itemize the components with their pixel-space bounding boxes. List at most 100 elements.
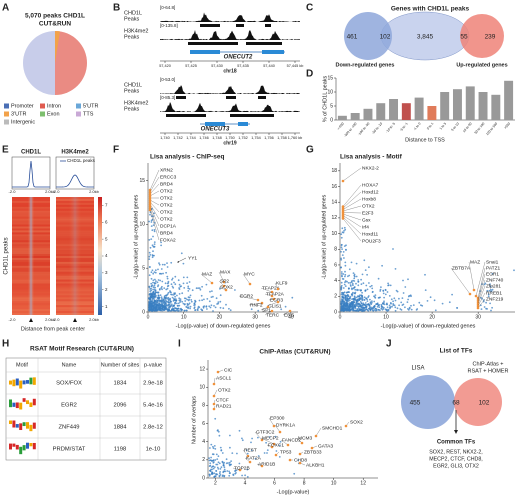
dot <box>343 226 346 229</box>
dot <box>369 285 372 288</box>
dot <box>340 250 342 253</box>
dot <box>219 468 222 470</box>
x-tick-label: 30 <box>475 314 481 320</box>
dot <box>393 297 396 300</box>
venn-count: 55 <box>460 34 468 41</box>
colorbar-tick-label: 2 <box>105 287 108 292</box>
dot <box>185 309 188 312</box>
dot <box>222 464 225 467</box>
peak-block <box>176 96 186 99</box>
highlight-dot <box>256 298 260 302</box>
venn-count: 3,845 <box>417 34 434 41</box>
annotation: SP1 <box>262 307 271 313</box>
dot <box>156 281 159 284</box>
dot <box>401 297 404 299</box>
dot <box>342 294 345 296</box>
annotation: OTX2 <box>160 188 173 194</box>
dot <box>384 293 387 296</box>
dot <box>196 309 199 311</box>
dot <box>181 292 184 295</box>
y-tick-label: 0 <box>334 309 337 315</box>
dot <box>172 305 175 307</box>
annotation: CHD8 <box>294 457 307 463</box>
leader-line <box>149 176 160 193</box>
highlight-dot <box>148 198 152 202</box>
dot <box>151 303 154 305</box>
dot <box>219 474 222 476</box>
dot <box>340 284 343 287</box>
annotation: HOXA7 <box>362 182 379 188</box>
chromosome: chr18 <box>223 68 237 74</box>
leader-line <box>342 218 362 242</box>
dot <box>151 284 154 287</box>
dot <box>154 278 156 281</box>
gene-name: ONECUT3 <box>201 127 230 133</box>
dot <box>182 262 185 265</box>
dot <box>184 300 187 302</box>
leader-line <box>200 273 213 284</box>
dot <box>344 270 346 273</box>
dot <box>402 303 405 306</box>
dot <box>371 290 374 293</box>
dot <box>152 306 155 309</box>
x-tick-label: 10 to 50 <box>462 122 473 134</box>
dot <box>394 306 397 309</box>
dot <box>176 304 179 307</box>
x-tick-label: 50 to 100 <box>474 122 486 135</box>
dot <box>408 307 411 310</box>
bar <box>504 80 514 120</box>
panel-label: E <box>2 145 9 156</box>
dot <box>197 287 200 289</box>
dot <box>174 295 177 298</box>
dot <box>154 271 157 274</box>
dot <box>366 288 369 291</box>
dot <box>251 449 253 452</box>
annotation: TOP2B <box>234 465 250 471</box>
bar <box>376 103 386 120</box>
dot <box>379 309 381 312</box>
leader-line <box>268 417 275 427</box>
annotation: REST <box>244 447 257 453</box>
venn-set <box>460 14 504 58</box>
dot <box>160 304 163 306</box>
dot <box>214 306 217 309</box>
y-tick-label: 10 <box>327 89 333 95</box>
dot <box>216 429 219 432</box>
annotation: ALKBH1 <box>306 462 325 468</box>
y-tick-label: 10 <box>139 222 145 228</box>
dot <box>210 459 213 462</box>
dot <box>212 310 214 312</box>
dot <box>160 272 163 275</box>
dot <box>173 299 176 301</box>
dot <box>173 281 175 284</box>
tick-label: -2.0 <box>9 317 17 322</box>
dot <box>211 471 214 474</box>
highlight-dot <box>278 430 282 434</box>
dot <box>234 289 236 291</box>
dot <box>395 289 398 292</box>
dot <box>384 289 387 291</box>
annotation: MAZ <box>470 259 480 265</box>
dot <box>388 295 391 297</box>
dot <box>348 308 351 310</box>
dot <box>371 309 374 312</box>
pie-slice <box>55 31 60 63</box>
dot <box>149 254 152 256</box>
dot <box>193 307 196 310</box>
x-tick-label: <-500 <box>336 122 345 131</box>
dot <box>153 303 156 306</box>
annotation: ZNF740 <box>486 277 504 283</box>
dot <box>180 285 183 287</box>
dot <box>175 299 178 302</box>
panel-label: F <box>113 145 119 156</box>
motif-logo <box>32 422 36 429</box>
dot <box>228 307 230 310</box>
dot <box>368 266 370 269</box>
tick-label: 57,445 kb <box>287 64 304 68</box>
annotation: OTX2 <box>160 195 173 201</box>
track-range: [0-64.8] <box>160 5 175 10</box>
leader-line <box>477 285 486 305</box>
dot <box>485 301 487 304</box>
dot <box>355 282 357 285</box>
